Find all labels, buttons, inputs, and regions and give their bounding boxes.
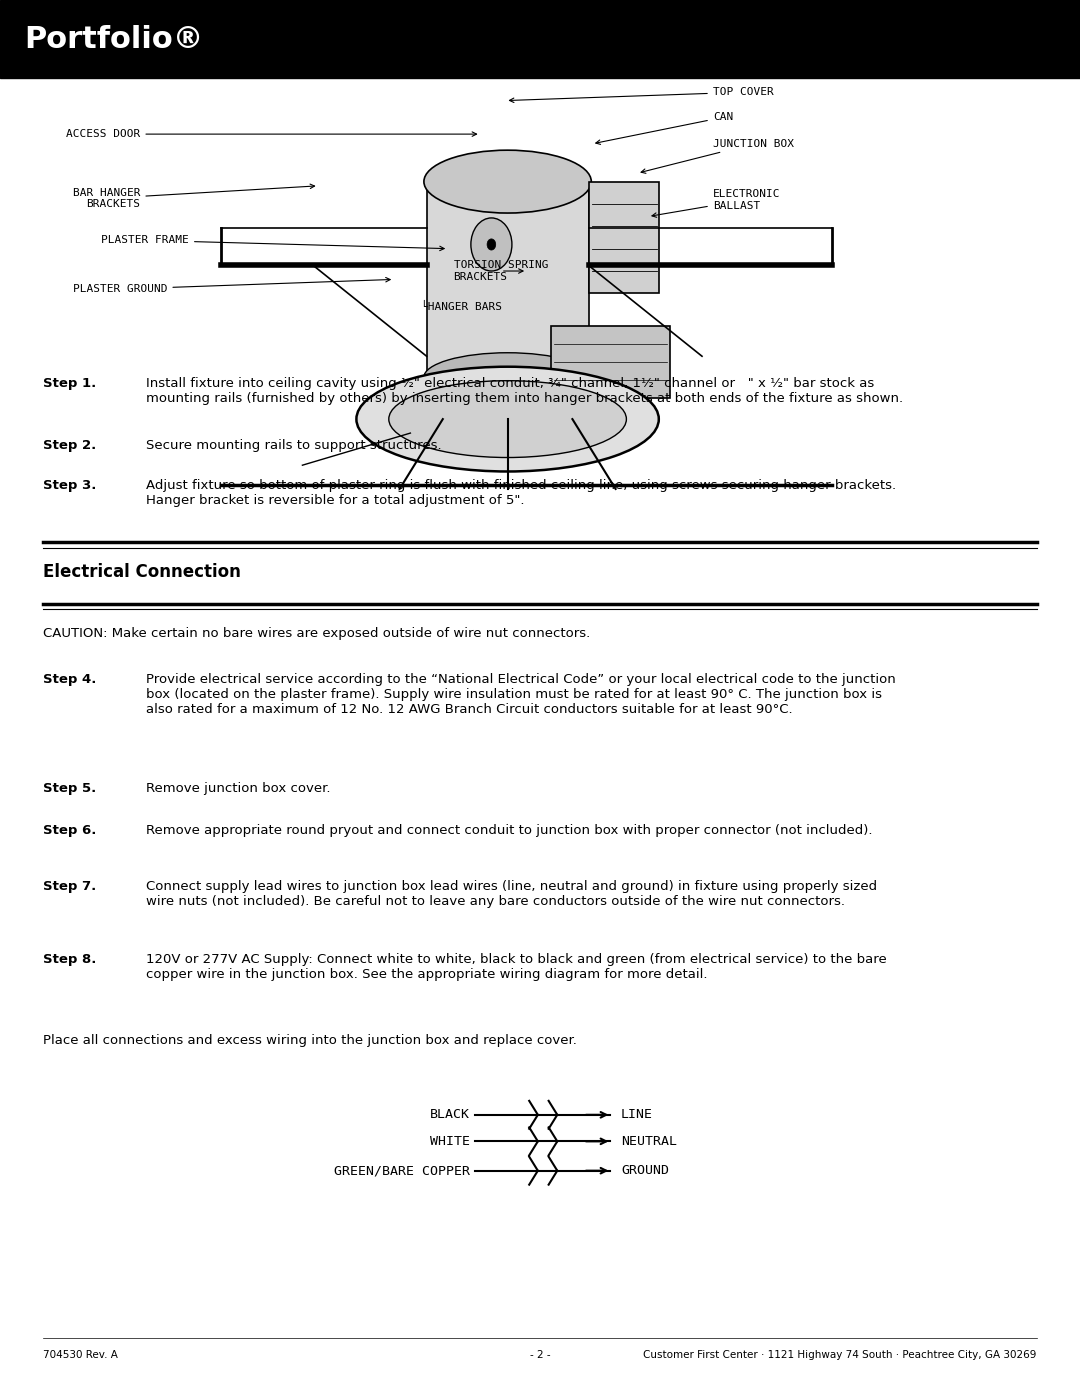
Text: 704530 Rev. A: 704530 Rev. A: [43, 1350, 118, 1359]
Ellipse shape: [389, 380, 626, 458]
Ellipse shape: [471, 218, 512, 271]
Text: Step 2.: Step 2.: [43, 439, 96, 451]
Text: Step 1.: Step 1.: [43, 377, 96, 390]
Text: NEUTRAL: NEUTRAL: [621, 1134, 677, 1148]
Text: Connect supply lead wires to junction box lead wires (line, neutral and ground) : Connect supply lead wires to junction bo…: [146, 880, 877, 908]
Text: Step 4.: Step 4.: [43, 673, 96, 686]
Text: Step 7.: Step 7.: [43, 880, 96, 893]
Text: BLACK: BLACK: [430, 1108, 470, 1122]
Bar: [427, 182, 589, 377]
Text: Customer First Center · 1121 Highway 74 South · Peachtree City, GA 30269: Customer First Center · 1121 Highway 74 …: [644, 1350, 1037, 1359]
Text: 120V or 277V AC Supply: Connect white to white, black to black and green (from e: 120V or 277V AC Supply: Connect white to…: [146, 953, 887, 981]
Text: Portfolio®: Portfolio®: [24, 25, 203, 53]
Text: LINE: LINE: [621, 1108, 653, 1122]
Text: - 2 -: - 2 -: [529, 1350, 551, 1359]
Text: CAUTION: Make certain no bare wires are exposed outside of wire nut connectors.: CAUTION: Make certain no bare wires are …: [43, 627, 591, 640]
Text: GREEN/BARE COPPER: GREEN/BARE COPPER: [334, 1164, 470, 1178]
Text: Remove appropriate round pryout and connect conduit to junction box with proper : Remove appropriate round pryout and conn…: [146, 824, 873, 837]
Text: Adjust fixture so bottom of plaster ring is flush with finished ceiling line, us: Adjust fixture so bottom of plaster ring…: [146, 479, 896, 507]
Text: Electrical Connection: Electrical Connection: [43, 563, 241, 581]
Text: └HANGER BARS: └HANGER BARS: [421, 302, 502, 313]
Text: Step 3.: Step 3.: [43, 479, 96, 492]
Text: PLASTER GROUND: PLASTER GROUND: [73, 278, 390, 295]
Text: ELECTRONIC
BALLAST: ELECTRONIC BALLAST: [652, 189, 781, 218]
Text: Secure mounting rails to support structures.: Secure mounting rails to support structu…: [146, 439, 442, 451]
Text: BAR HANGER
BRACKETS: BAR HANGER BRACKETS: [73, 184, 314, 210]
Text: JUNCTION BOX: JUNCTION BOX: [642, 138, 794, 173]
Text: CAN: CAN: [596, 112, 733, 144]
Text: Place all connections and excess wiring into the junction box and replace cover.: Place all connections and excess wiring …: [43, 1034, 577, 1046]
Text: Provide electrical service according to the “National Electrical Code” or your l: Provide electrical service according to …: [146, 673, 895, 717]
Ellipse shape: [356, 367, 659, 472]
Text: Remove junction box cover.: Remove junction box cover.: [146, 782, 330, 795]
Text: GROUND: GROUND: [621, 1164, 669, 1178]
Bar: [551, 326, 670, 398]
Bar: [0, 0, 1080, 78]
Ellipse shape: [423, 353, 592, 402]
Text: Install fixture into ceiling cavity using ½" electrical conduit, ¾" channel, 1½": Install fixture into ceiling cavity usin…: [146, 377, 903, 405]
Text: TOP COVER: TOP COVER: [510, 87, 773, 102]
Text: PLASTER FRAME: PLASTER FRAME: [102, 235, 444, 250]
Text: WHITE: WHITE: [430, 1134, 470, 1148]
Ellipse shape: [423, 151, 592, 212]
Text: Step 8.: Step 8.: [43, 953, 96, 965]
Text: ACCESS DOOR: ACCESS DOOR: [66, 129, 476, 140]
Text: Step 5.: Step 5.: [43, 782, 96, 795]
Ellipse shape: [487, 239, 496, 250]
Bar: [589, 182, 659, 293]
Text: Step 6.: Step 6.: [43, 824, 96, 837]
Text: TORSION SPRING
BRACKETS: TORSION SPRING BRACKETS: [454, 260, 548, 282]
